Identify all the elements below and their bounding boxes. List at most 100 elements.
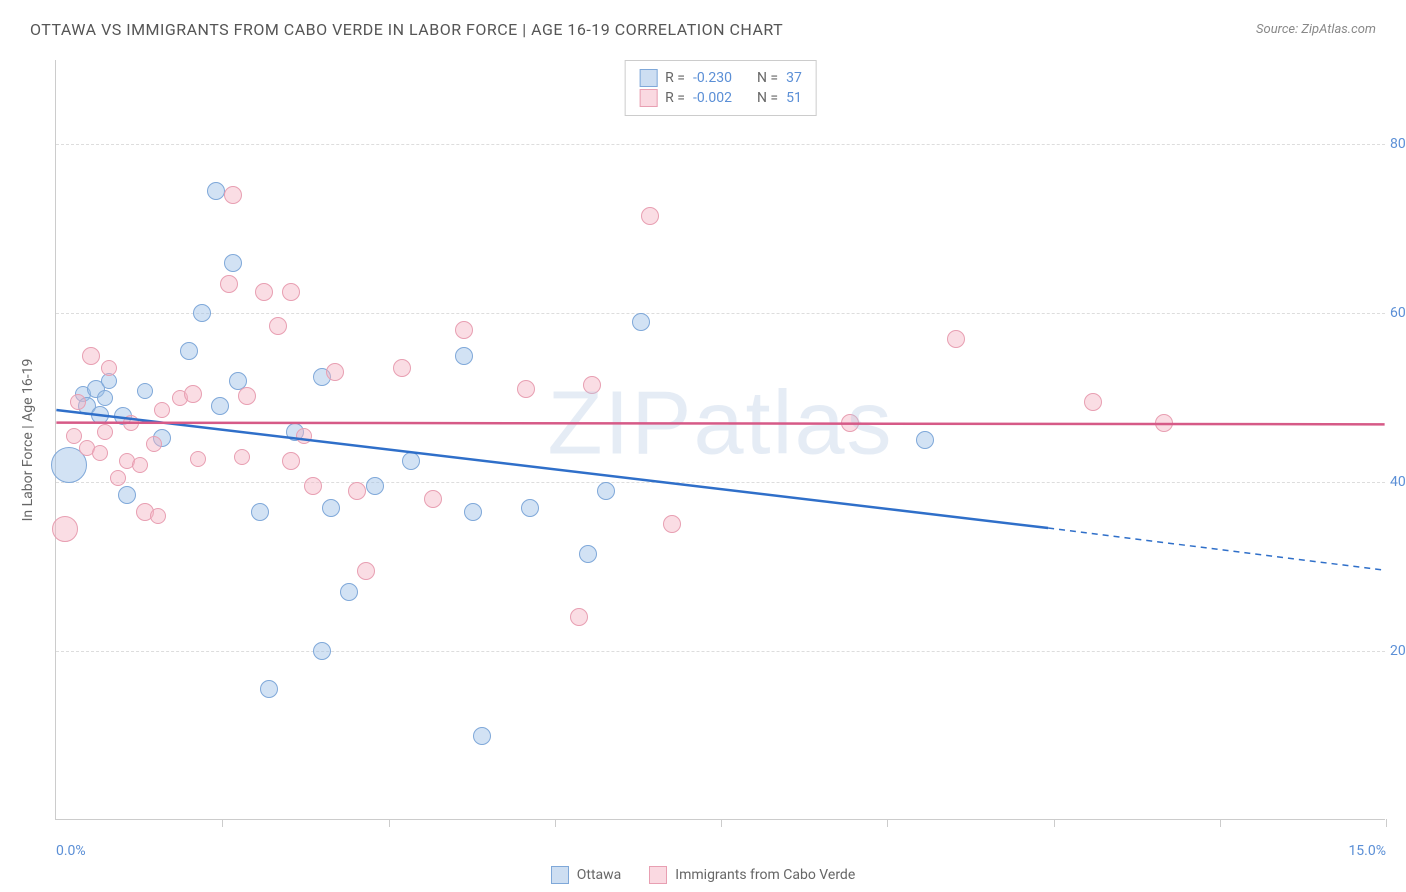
scatter-point [92,445,108,461]
scatter-point [255,283,273,301]
scatter-point [570,608,588,626]
legend-row: R = -0.230 N = 37 [639,69,802,87]
scatter-point [424,490,442,508]
trend-lines-layer [56,60,1385,819]
scatter-point [207,182,225,200]
scatter-point [269,317,287,335]
gridline-horizontal [56,144,1385,145]
scatter-point [52,516,78,542]
scatter-point [1084,393,1102,411]
scatter-point [154,402,170,418]
scatter-point [238,387,256,405]
scatter-point [146,436,162,452]
x-tick-mark [555,819,556,827]
scatter-point [304,477,322,495]
series-legend: Ottawa Immigrants from Cabo Verde [0,866,1406,884]
scatter-point [348,482,366,500]
legend-r-value: -0.002 [693,90,749,106]
legend-r-label: R = [665,70,685,86]
scatter-point [91,406,109,424]
scatter-point [251,503,269,521]
scatter-point [366,477,384,495]
gridline-horizontal [56,313,1385,314]
scatter-point [632,313,650,331]
legend-swatch [551,866,569,884]
scatter-point [473,727,491,745]
y-tick-label: 40.0% [1390,474,1406,490]
scatter-point [180,342,198,360]
scatter-point [224,186,242,204]
scatter-point [663,515,681,533]
scatter-point [521,499,539,517]
scatter-point [137,383,153,399]
legend-swatch [639,89,657,107]
scatter-point [118,486,136,504]
scatter-point [150,508,166,524]
scatter-point [296,428,312,444]
gridline-horizontal [56,482,1385,483]
scatter-point [66,428,82,444]
chart-title: OTTAWA VS IMMIGRANTS FROM CABO VERDE IN … [30,20,783,39]
scatter-point [393,359,411,377]
legend-n-value: 51 [786,90,802,106]
source-attribution: Source: ZipAtlas.com [1256,22,1376,37]
scatter-point [193,304,211,322]
scatter-point [224,254,242,272]
scatter-point [97,390,113,406]
scatter-point [110,470,126,486]
scatter-point [132,457,148,473]
scatter-point [123,415,139,431]
legend-n-label: N = [757,70,778,86]
scatter-point [947,330,965,348]
scatter-point [220,275,238,293]
x-tick-label: 0.0% [56,843,86,859]
scatter-point [211,397,229,415]
scatter-point [313,642,331,660]
scatter-point [282,283,300,301]
legend-item: Ottawa [551,866,622,884]
scatter-point [190,451,206,467]
scatter-point [641,207,659,225]
scatter-point [101,360,117,376]
scatter-point [464,503,482,521]
legend-r-label: R = [665,90,685,106]
x-tick-mark [721,819,722,827]
scatter-point [70,394,86,410]
scatter-point [340,583,358,601]
x-tick-mark [1054,819,1055,827]
scatter-point [517,380,535,398]
scatter-point [583,376,601,394]
legend-n-value: 37 [786,70,802,86]
scatter-point [455,347,473,365]
scatter-point [597,482,615,500]
scatter-point [260,680,278,698]
x-tick-mark [222,819,223,827]
scatter-point [916,431,934,449]
legend-series-label: Ottawa [577,867,622,883]
scatter-point [184,385,202,403]
legend-n-label: N = [757,90,778,106]
y-tick-label: 80.0% [1390,136,1406,152]
scatter-point [234,449,250,465]
legend-swatch [639,69,657,87]
x-tick-label: 15.0% [1348,843,1386,859]
y-tick-label: 60.0% [1390,305,1406,321]
correlation-legend: R = -0.230 N = 37 R = -0.002 N = 51 [624,60,817,116]
gridline-horizontal [56,651,1385,652]
scatter-point [841,414,859,432]
x-tick-mark [389,819,390,827]
x-tick-mark [1386,819,1387,827]
scatter-point [82,347,100,365]
x-tick-mark [1220,819,1221,827]
scatter-point [97,424,113,440]
scatter-point [402,452,420,470]
scatter-point [455,321,473,339]
scatter-point [282,452,300,470]
legend-r-value: -0.230 [693,70,749,86]
legend-swatch [649,866,667,884]
legend-item: Immigrants from Cabo Verde [649,866,855,884]
scatter-point [1155,414,1173,432]
scatter-point [357,562,375,580]
chart-plot-area: ZIPatlas R =-0.230N =37R =-0.002N =51 20… [55,60,1385,820]
x-tick-mark [887,819,888,827]
